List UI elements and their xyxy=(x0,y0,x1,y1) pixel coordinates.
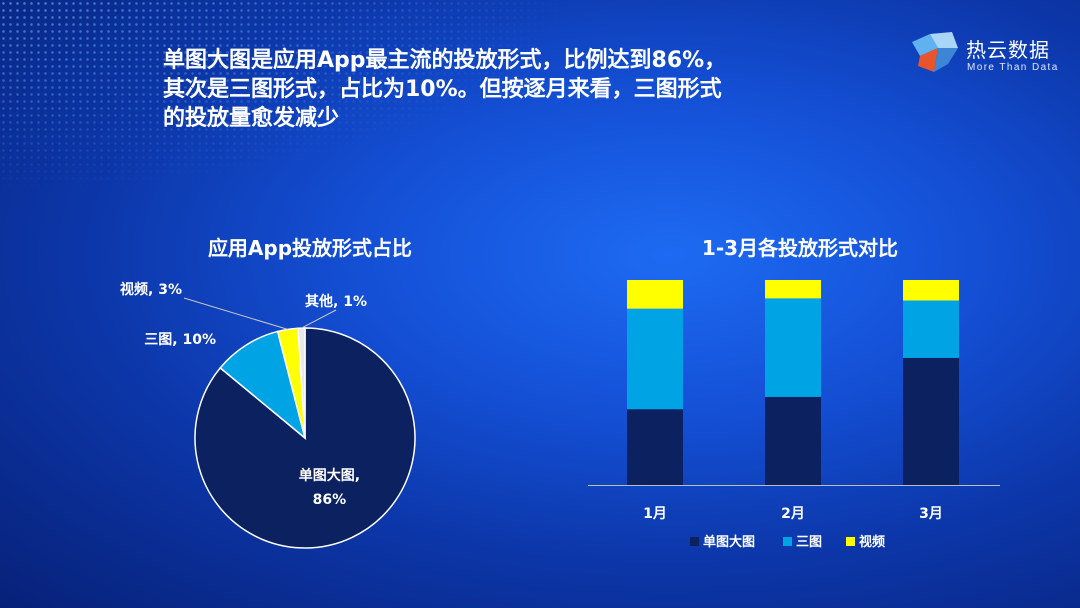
x-tick-label: 1月 xyxy=(643,506,667,522)
pie-chart: 单图大图, 86% 三图, 10% 视频, 3% 其他, 1% xyxy=(120,281,416,549)
cube-logo-icon xyxy=(912,32,958,72)
headline-line-2: 其次是三图形式，占比为10%。但按逐月来看，三图形式 xyxy=(163,77,722,102)
x-tick-label: 3月 xyxy=(919,506,943,522)
bar-three-image-3 xyxy=(903,300,959,358)
bar-single-large-2 xyxy=(765,396,821,485)
headline: 单图大图是应用App最主流的投放形式，比例达到86%， 其次是三图形式，占比为1… xyxy=(163,46,883,133)
brand-slogan: More Than Data xyxy=(967,62,1059,73)
bar-chart-title: 1-3月各投放形式对比 xyxy=(701,236,899,260)
legend-swatch-single-large xyxy=(690,537,699,546)
bar-video-3 xyxy=(903,280,959,301)
pie-leader-line-other xyxy=(301,309,337,329)
brand-name: 热云数据 xyxy=(966,38,1050,62)
bar-video-2 xyxy=(765,280,821,299)
pie-chart-title: 应用App投放形式占比 xyxy=(207,236,413,260)
pie-label-single-large: 单图大图, xyxy=(299,467,360,484)
x-tick-label: 2月 xyxy=(781,506,805,522)
bar-three-image-2 xyxy=(765,298,821,397)
bar-video-1 xyxy=(627,280,683,309)
legend-label-video: 视频 xyxy=(859,534,885,550)
legend-label-three-image: 三图 xyxy=(796,535,822,550)
brand-logo: 热云数据 More Than Data xyxy=(908,30,1068,80)
bar-three-image-1 xyxy=(627,308,683,410)
headline-line-3: 的投放量愈发减少 xyxy=(163,106,340,131)
pie-label-three-image: 三图, 10% xyxy=(144,332,216,348)
pie-slice-single-large xyxy=(194,327,416,549)
pie-label-video: 视频, 3% xyxy=(120,281,182,298)
legend-swatch-video xyxy=(846,537,855,546)
bar-single-large-1 xyxy=(627,409,683,485)
legend-swatch-three-image xyxy=(783,537,792,546)
headline-line-1: 单图大图是应用App最主流的投放形式，比例达到86%， xyxy=(163,48,727,73)
pie-label-single-large-percent: 86% xyxy=(313,492,347,508)
bar-single-large-3 xyxy=(903,357,959,485)
pie-leader-line-video xyxy=(183,297,288,330)
legend-label-single-large: 单图大图 xyxy=(703,534,755,550)
pie-label-other: 其他, 1% xyxy=(305,293,367,310)
